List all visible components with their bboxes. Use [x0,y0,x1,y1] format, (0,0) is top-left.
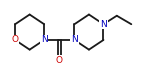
Text: O: O [56,56,63,65]
Text: N: N [100,20,107,29]
Text: N: N [41,35,48,44]
Text: N: N [71,35,78,44]
Text: O: O [12,35,19,44]
